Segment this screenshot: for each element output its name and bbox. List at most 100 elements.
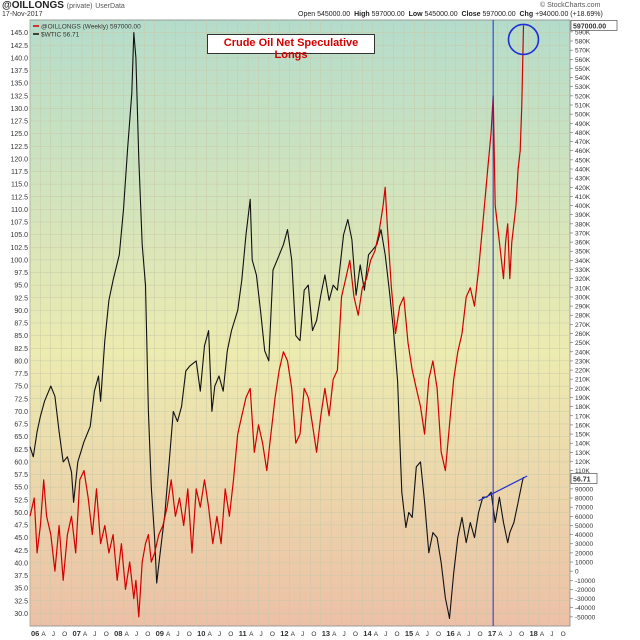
x-tick-label: 12: [280, 629, 288, 638]
right-tick-label: 470K: [575, 139, 591, 146]
left-tick-label: 97.5: [14, 270, 28, 277]
x-tick-label: O: [270, 631, 275, 638]
right-tick-label: 580K: [575, 39, 591, 46]
right-tick-label: 260K: [575, 331, 591, 338]
left-tick-label: 47.5: [14, 523, 28, 530]
left-tick-label: 60.0: [14, 459, 28, 466]
x-tick-label: J: [218, 631, 221, 638]
close-value: 597000.00: [482, 11, 516, 18]
left-tick-label: 50.0: [14, 510, 28, 517]
left-tick-label: 117.5: [11, 169, 28, 176]
right-tick-label: 30000: [575, 541, 593, 548]
x-tick-label: A: [249, 631, 254, 638]
right-tick-label: 390K: [575, 212, 591, 219]
low-label: Low: [408, 11, 423, 18]
x-tick-label: O: [62, 631, 67, 638]
left-tick-label: 132.5: [10, 93, 28, 100]
x-tick-label: 07: [73, 629, 81, 638]
wtic-last-value-tag: [570, 473, 598, 484]
x-tick-label: 16: [446, 629, 454, 638]
x-tick-label: O: [561, 631, 566, 638]
left-tick-label: 135.0: [10, 81, 28, 88]
right-tick-label: 330K: [575, 267, 591, 274]
legend-label: @OILLONGS (Weekly) 597000.00: [41, 24, 141, 31]
x-tick-label: O: [104, 631, 109, 638]
symbol-note: (private): [66, 3, 93, 10]
left-tick-label: 105.0: [10, 232, 28, 239]
x-tick-label: J: [52, 631, 55, 638]
x-tick-label: J: [343, 631, 346, 638]
right-tick-label: 20000: [575, 550, 593, 557]
left-tick-label: 70.0: [14, 409, 28, 416]
left-tick-label: 40.0: [14, 560, 28, 567]
right-tick-label: -20000: [575, 587, 596, 594]
left-tick-label: 145.0: [10, 30, 28, 37]
left-tick-label: 55.0: [14, 485, 28, 492]
chart-date: 17-Nov-2017: [2, 11, 43, 18]
x-tick-label: J: [550, 631, 553, 638]
left-tick-label: 57.5: [14, 472, 28, 479]
x-tick-label: A: [457, 631, 462, 638]
left-tick-label: 72.5: [14, 396, 28, 403]
series-lines: [29, 25, 525, 619]
legend: @OILLONGS (Weekly) 597000.00$WTIC 56.71: [33, 24, 141, 39]
left-tick-label: 42.5: [14, 548, 28, 555]
open-value: 545000.00: [317, 11, 351, 18]
right-tick-label: 70000: [575, 505, 593, 512]
x-tick-label: J: [93, 631, 96, 638]
right-tick-label: 570K: [575, 48, 591, 55]
right-tick-label: 200K: [575, 386, 591, 393]
left-tick-label: 142.5: [10, 43, 28, 50]
right-tick-label: 10000: [575, 560, 593, 567]
left-tick-label: 95.0: [14, 283, 28, 290]
ohlc-readout: Open 545000.00 High 597000.00 Low 545000…: [298, 11, 603, 18]
x-tick-label: O: [228, 631, 233, 638]
left-tick-label: 75.0: [14, 384, 28, 391]
symbol-title: @OILLONGS (private) UserData: [2, 0, 125, 11]
x-tick-label: J: [426, 631, 429, 638]
right-tick-label: -40000: [575, 605, 596, 612]
left-tick-label: 92.5: [14, 295, 28, 302]
right-axis-ticks: -50000 -40000 -30000 -20000 -10000 0 10000 2000…: [570, 29, 596, 621]
high-value: 597000.00: [371, 11, 405, 18]
x-tick-label: A: [374, 631, 379, 638]
right-tick-label: 440K: [575, 166, 591, 173]
wtic-line: [29, 32, 525, 619]
right-tick-label: 510K: [575, 103, 591, 110]
x-tick-label: A: [498, 631, 503, 638]
x-tick-label: O: [436, 631, 441, 638]
right-tick-label: 60000: [575, 514, 593, 521]
left-tick-label: 120.0: [10, 156, 28, 163]
right-tick-label: 250K: [575, 340, 591, 347]
x-tick-label: A: [166, 631, 171, 638]
x-tick-label: A: [540, 631, 545, 638]
left-tick-label: 125.0: [10, 131, 28, 138]
left-tick-label: 35.0: [14, 586, 28, 593]
left-tick-label: 65.0: [14, 434, 28, 441]
left-tick-label: 140.0: [10, 55, 28, 62]
right-tick-label: 80000: [575, 496, 593, 503]
right-tick-label: 220K: [575, 368, 591, 375]
x-tick-label: O: [311, 631, 316, 638]
x-tick-label: A: [415, 631, 420, 638]
left-tick-label: 82.5: [14, 346, 28, 353]
x-tick-label: 10: [197, 629, 205, 638]
x-tick-label: 14: [363, 629, 372, 638]
x-tick-label: O: [145, 631, 150, 638]
left-tick-label: 85.0: [14, 333, 28, 340]
right-tick-label: 280K: [575, 313, 591, 320]
x-tick-label: O: [187, 631, 192, 638]
right-tick-label: 160K: [575, 422, 591, 429]
right-tick-label: 210K: [575, 377, 591, 384]
chart-title: Crude Oil Net Speculative Longs: [223, 37, 359, 61]
right-tick-label: 150K: [575, 432, 591, 439]
right-tick-label: 340K: [575, 258, 591, 265]
chart-title-box: [207, 34, 375, 54]
x-tick-label: 15: [405, 629, 413, 638]
left-tick-label: 45.0: [14, 535, 28, 542]
oillongs-last-value-label: 597000.00: [573, 23, 606, 30]
right-tick-label: 350K: [575, 249, 591, 256]
left-tick-label: 127.5: [10, 119, 28, 126]
